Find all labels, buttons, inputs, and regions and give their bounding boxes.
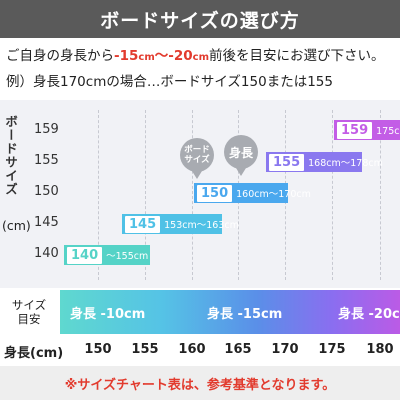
size-guide-minus-10: 身長 -10cm xyxy=(70,307,146,322)
y-tick-150: 150 xyxy=(34,184,59,199)
bubble-height-text: 身長 xyxy=(228,145,253,160)
bar-155: 155 168cm〜178cm xyxy=(266,152,383,172)
bubble-board-size: ボード サイズ xyxy=(180,138,214,179)
grid-line xyxy=(192,110,193,280)
bar-145-size: 145 xyxy=(125,215,161,233)
bar-140-size: 140 xyxy=(67,246,103,264)
reference-note: ※サイズチャート表は、参考基準となります。 xyxy=(0,366,400,400)
intro-tilde: 〜 xyxy=(154,48,169,64)
x-tick: 170 xyxy=(271,342,299,357)
y-tick-145: 145 xyxy=(34,215,59,230)
bar-145: 145 153cm〜163cm xyxy=(122,214,239,234)
y-axis-unit: (cm) xyxy=(2,218,31,233)
intro-minus-20: -20 xyxy=(168,48,193,64)
bar-150-range: 160cm〜170cm xyxy=(236,189,311,200)
intro-minus-15: -15 xyxy=(114,48,139,64)
bar-140: 140 〜155cm xyxy=(64,245,150,265)
bar-150-size: 150 xyxy=(197,184,233,202)
x-tick: 175 xyxy=(318,342,346,357)
bar-159: 159 175cm〜 xyxy=(334,120,400,140)
bar-159-range: 175cm〜 xyxy=(376,126,400,137)
page-title: ボードサイズの選び方 xyxy=(0,0,400,38)
size-guide-label-2: 目安 xyxy=(17,312,41,326)
grid-line xyxy=(145,110,146,280)
size-guide-gradient: 身長 -10cm 身長 -15cm 身長 -20cm xyxy=(60,290,400,334)
intro-line-1: ご自身の身長から-15cm〜-20cm前後を目安にお選び下さい。 xyxy=(6,44,396,64)
bar-145-range: 153cm〜163cm xyxy=(164,220,239,231)
intro-unit-1: cm xyxy=(138,52,155,63)
x-axis-label: 身長(cm) xyxy=(4,346,64,361)
x-tick: 165 xyxy=(224,342,252,357)
intro-text-a: ご自身の身長から xyxy=(6,48,114,64)
size-guide-label-1: サイズ xyxy=(11,298,47,312)
intro-unit-2: cm xyxy=(192,52,209,63)
grid-line xyxy=(98,110,99,280)
x-tick: 180 xyxy=(366,342,394,357)
x-tick: 155 xyxy=(131,342,159,357)
bar-155-size: 155 xyxy=(269,153,305,171)
bar-150: 150 160cm〜170cm xyxy=(194,183,311,203)
x-axis: 身長(cm) 150 155 160 165 170 175 180 xyxy=(0,338,400,362)
grid-line xyxy=(332,110,333,280)
bubble-board-size-text: ボード サイズ xyxy=(184,145,210,165)
y-tick-159: 159 xyxy=(34,122,59,137)
bubble-height: 身長 xyxy=(224,135,258,176)
size-guide-minus-20: 身長 -20cm xyxy=(338,307,400,322)
grid-line xyxy=(380,110,381,280)
bar-140-range: 〜155cm xyxy=(106,251,149,262)
size-guide-label: サイズ 目安 xyxy=(0,290,58,334)
intro-line-2: 例）身長170cmの場合…ボードサイズ150または155 xyxy=(6,74,333,90)
y-axis-title: ボードサイズ xyxy=(3,115,18,196)
x-tick: 160 xyxy=(178,342,206,357)
size-guide-minus-15: 身長 -15cm xyxy=(207,307,283,322)
x-tick: 150 xyxy=(84,342,112,357)
intro-text-g: 前後を目安にお選び下さい。 xyxy=(209,48,385,64)
y-tick-140: 140 xyxy=(34,246,59,261)
size-guide-row: サイズ 目安 身長 -10cm 身長 -15cm 身長 -20cm xyxy=(0,290,400,334)
bar-159-size: 159 xyxy=(337,121,373,139)
bar-155-range: 168cm〜178cm xyxy=(308,158,383,169)
y-tick-155: 155 xyxy=(34,153,59,168)
